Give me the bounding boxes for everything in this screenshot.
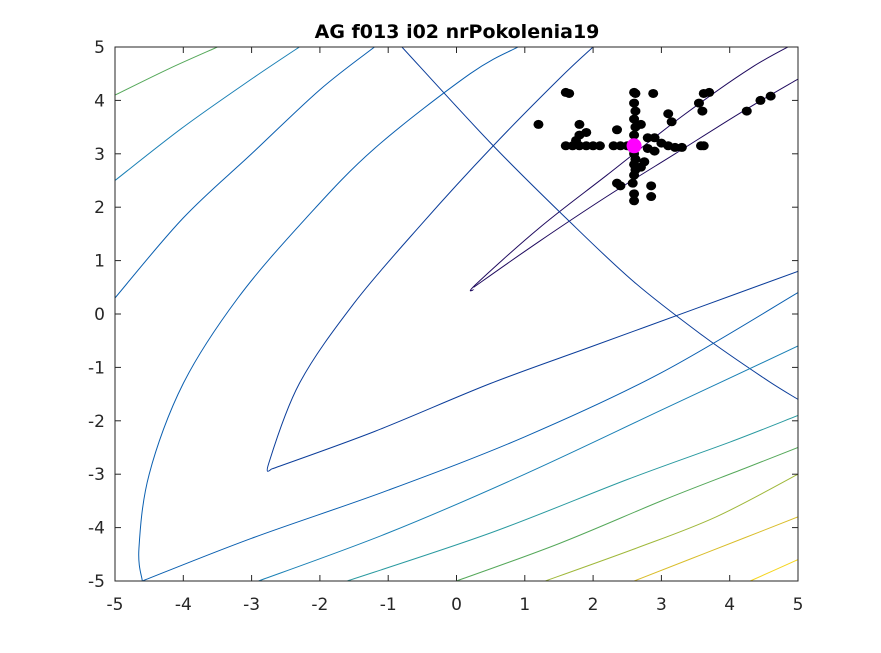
population-point — [581, 127, 592, 137]
population-point — [630, 88, 641, 98]
contour-line — [456, 447, 798, 581]
population-point — [676, 142, 687, 152]
contour-line — [115, 47, 218, 96]
contour-line — [749, 559, 798, 581]
chart-title: AG f013 i02 nrPokolenia19 — [315, 21, 600, 43]
population-point — [649, 133, 660, 143]
population-point — [594, 141, 605, 151]
contour-line — [545, 473, 798, 581]
y-tick-label: 3 — [94, 145, 105, 165]
population-point — [629, 130, 640, 140]
population-point — [564, 88, 575, 98]
y-tick-label: 5 — [94, 38, 105, 58]
population-point — [663, 109, 674, 119]
population-point — [629, 170, 640, 180]
population-point — [629, 196, 640, 206]
x-tick-label: 1 — [519, 595, 530, 615]
contour-line — [138, 47, 519, 581]
population-point — [704, 87, 715, 97]
contour-line — [347, 415, 798, 581]
population-point — [612, 125, 623, 135]
population-point — [648, 88, 659, 98]
y-tick-label: 0 — [94, 305, 105, 325]
axis-ticks: -5 -4 -3 -2 -1 0 1 2 3 4 5 5 4 3 2 1 0 -1 -2 -3 -4 -5 — [88, 38, 803, 615]
population-point — [666, 117, 677, 127]
population-point — [639, 157, 650, 167]
y-tick-label: -1 — [88, 358, 105, 378]
population-point — [646, 192, 657, 202]
population-point — [693, 98, 704, 108]
population-point — [574, 119, 585, 129]
contour-line — [115, 47, 300, 181]
contour-line — [115, 47, 375, 299]
x-tick-label: 5 — [793, 595, 804, 615]
population-point — [646, 181, 657, 191]
population-point — [698, 141, 709, 151]
y-tick-label: 2 — [94, 198, 105, 218]
population-point — [741, 106, 752, 116]
y-tick-label: 1 — [94, 252, 105, 272]
population-point — [765, 91, 776, 101]
contour-line — [266, 47, 594, 472]
x-tick-label: -5 — [107, 595, 124, 615]
y-tick-label: 4 — [94, 91, 105, 111]
population-point — [627, 178, 638, 188]
contour-line — [271, 270, 798, 470]
x-tick-label: -2 — [311, 595, 328, 615]
contour-line — [142, 292, 798, 581]
x-tick-label: 0 — [451, 595, 462, 615]
population-point — [615, 181, 626, 191]
contour-lines — [115, 47, 798, 581]
population-point — [629, 114, 640, 124]
population-point — [629, 189, 640, 199]
population-point — [533, 119, 544, 129]
population-point — [629, 98, 640, 108]
plot-area — [115, 47, 798, 581]
x-tick-label: -3 — [243, 595, 260, 615]
y-tick-label: -3 — [88, 465, 105, 485]
contour-line — [633, 516, 798, 581]
population-point — [755, 95, 766, 105]
x-tick-label: -4 — [175, 595, 192, 615]
contour-line — [469, 47, 789, 292]
population-point — [697, 106, 708, 116]
x-tick-label: 4 — [724, 595, 735, 615]
scatter-points — [533, 87, 776, 206]
contour-line — [258, 345, 798, 581]
x-tick-label: 3 — [656, 595, 667, 615]
population-point — [649, 146, 660, 156]
y-tick-label: -2 — [88, 412, 105, 432]
x-tick-label: -1 — [380, 595, 397, 615]
contour-line — [401, 47, 798, 400]
best-point — [626, 138, 642, 154]
y-tick-label: -4 — [88, 519, 105, 539]
y-tick-label: -5 — [88, 572, 105, 592]
x-tick-label: 2 — [588, 595, 599, 615]
population-point — [635, 119, 646, 129]
population-point — [630, 106, 641, 116]
